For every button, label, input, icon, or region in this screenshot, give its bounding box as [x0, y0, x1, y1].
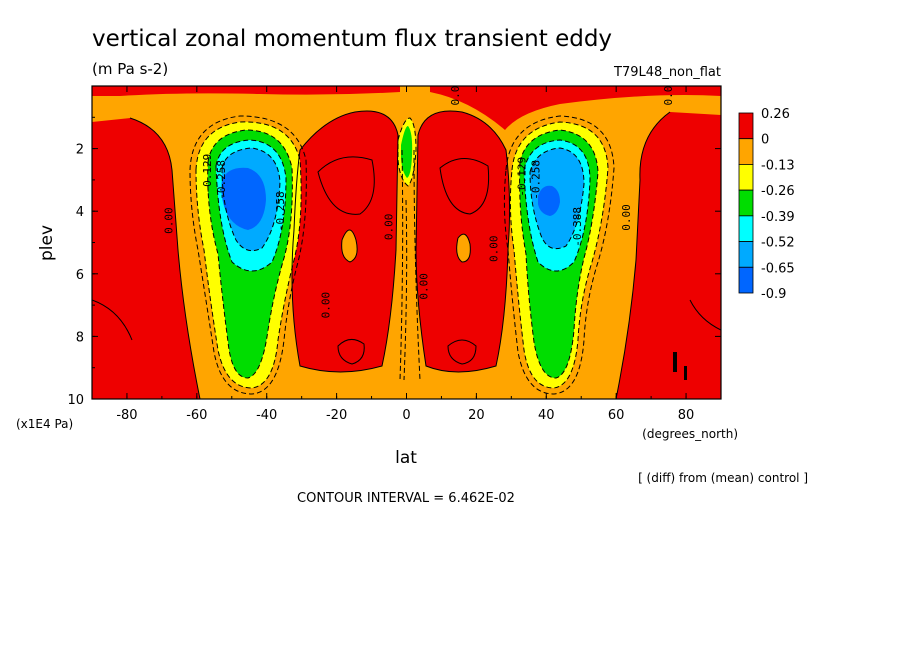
x-tick-label: -60	[186, 408, 207, 423]
x-tick-label: 0	[402, 408, 410, 423]
colorbar-label: -0.52	[761, 236, 795, 251]
dark-mark-2	[684, 366, 687, 380]
contour-label: 0.00	[487, 236, 500, 262]
y-tick-label: 8	[76, 330, 84, 345]
x-tick-label: 20	[468, 408, 485, 423]
contour-label: 0.00	[662, 79, 675, 106]
experiment-label: T79L48_non_flat	[613, 65, 721, 80]
colorbar-swatch	[738, 112, 754, 140]
contour-lines-dashed	[189, 115, 615, 395]
contour-interval: CONTOUR INTERVAL = 6.462E-02	[297, 491, 515, 506]
cell-south-blue	[221, 167, 266, 230]
colorbar-swatch	[738, 241, 754, 268]
y-axis-label: plev	[37, 225, 57, 261]
cell-north-blue	[538, 185, 560, 216]
y-tick-label: 10	[67, 393, 84, 408]
colorbar-label: -0.65	[761, 261, 795, 276]
equator-green	[401, 126, 413, 178]
x-tick-label: -40	[256, 408, 277, 423]
x-axis: -80 -60 -40 -20 0 20 40 60 80	[91, 86, 722, 423]
x-tick-label: 40	[538, 408, 555, 423]
contour-label: -0.258	[274, 191, 287, 231]
y-axis: 2 4 6 8 10	[67, 116, 721, 408]
units-label: (m Pa s-2)	[92, 60, 168, 78]
contour-label: 0.00	[383, 214, 396, 241]
x-tick-label: -80	[116, 408, 137, 423]
contour-label: 0.00	[449, 79, 462, 106]
colorbar-swatch	[738, 215, 754, 242]
red-region-right-edge	[616, 112, 721, 399]
colorbar-label: -0.9	[761, 287, 786, 302]
y-tick-label: 4	[76, 205, 84, 220]
red-region-top-left	[92, 86, 400, 96]
contour-label: 0.00	[162, 207, 175, 234]
contour-label: 0.00	[417, 273, 430, 300]
y-units-label: (x1E4 Pa)	[16, 417, 73, 431]
pocket-south	[341, 230, 358, 262]
colorbar-swatch	[738, 164, 754, 191]
plot-area: 0.00-0.129 -0.258-0.2580.000.000.000.000.…	[92, 79, 721, 399]
y-tick-label: 2	[76, 143, 84, 158]
colorbar-label: -0.26	[761, 184, 795, 199]
x-tick-label: 60	[608, 408, 625, 423]
red-region-top-right	[430, 86, 721, 130]
contour-labels: 0.00-0.129 -0.258-0.2580.000.000.000.000.…	[162, 79, 675, 319]
colorbar-label: 0	[761, 133, 769, 148]
x-units-label: (degrees_north)	[642, 427, 738, 441]
colorbar-label: 0.26	[761, 107, 790, 122]
contour-label: -0.129	[515, 157, 528, 197]
pocket-north	[456, 234, 471, 262]
x-tick-label: -20	[326, 408, 347, 423]
x-tick-label: 80	[678, 408, 695, 423]
contour-label: -0.129	[201, 154, 214, 194]
colorbar: 0.26 0 -0.13 -0.26 -0.39 -0.52 -0.65 -0.9	[738, 107, 795, 302]
contour-lines-solid	[92, 110, 721, 399]
chart-title: vertical zonal momentum flux transient e…	[92, 26, 612, 52]
diff-note: [ (diff) from (mean) control ]	[638, 471, 808, 485]
y-tick-label: 6	[76, 268, 84, 283]
colorbar-label: -0.39	[761, 210, 795, 225]
dark-mark-1	[673, 352, 677, 372]
colorbar-label: -0.13	[761, 158, 795, 173]
colorbar-swatch	[738, 138, 754, 165]
contour-label: 0.00	[620, 204, 633, 231]
contour-label: -0.388	[571, 207, 584, 247]
contour-label: -0.258	[215, 160, 228, 200]
colorbar-swatch	[738, 189, 754, 217]
x-axis-label: lat	[395, 448, 417, 468]
contour-label: -0.258	[529, 160, 542, 200]
colorbar-swatch	[738, 266, 754, 294]
contour-label: 0.00	[320, 292, 333, 319]
